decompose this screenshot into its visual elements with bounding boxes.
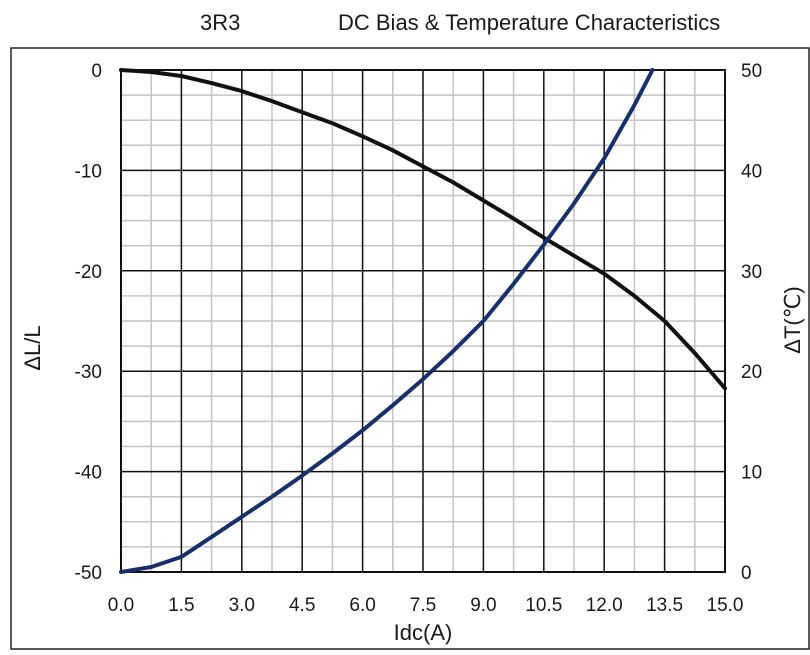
series-layer: [119, 68, 727, 574]
y-right-tick-label: 50: [741, 61, 762, 82]
y-left-tick-labels: 0 -10 -20 -30 -40 -50: [75, 61, 102, 584]
y-left-tick-label: -10: [75, 161, 102, 182]
x-tick-label: 12.0: [586, 595, 623, 616]
y-right-axis-title: ΔT(℃): [780, 286, 805, 354]
part-label: 3R3: [200, 10, 240, 35]
y-left-axis-title: ΔL/L: [20, 325, 45, 370]
x-tick-label: 10.5: [525, 595, 562, 616]
chart-title: DC Bias & Temperature Characteristics: [338, 10, 720, 35]
grid-major: [121, 70, 725, 572]
x-tick-labels: 0.0 1.5 3.0 4.5 6.0 7.5 9.0 10.5 12.0 13.5 15.0: [108, 595, 744, 616]
x-tick-label: 9.0: [470, 595, 496, 616]
x-tick-label: 4.5: [289, 595, 315, 616]
x-tick-label: 7.5: [410, 595, 436, 616]
y-right-tick-label: 40: [741, 161, 762, 182]
y-left-tick-label: 0: [91, 61, 102, 82]
x-tick-label: 3.0: [229, 595, 255, 616]
chart-frame: [10, 47, 810, 650]
x-tick-label: 6.0: [349, 595, 375, 616]
y-left-tick-label: -30: [75, 362, 102, 383]
x-tick-label: 13.5: [646, 595, 683, 616]
x-tick-label: 1.5: [168, 595, 194, 616]
plot-area-border: [120, 69, 726, 573]
y-right-tick-labels: 50 40 30 20 10 0: [741, 61, 762, 584]
x-axis-title: Idc(A): [394, 620, 453, 645]
y-right-tick-label: 30: [741, 262, 762, 283]
y-right-tick-label: 10: [741, 463, 762, 484]
x-tick-label: 15.0: [707, 595, 744, 616]
y-right-tick-label: 0: [741, 563, 752, 584]
y-left-tick-label: -40: [75, 463, 102, 484]
y-right-tick-label: 20: [741, 362, 762, 383]
inductance-change-line: [119, 68, 727, 391]
x-tick-label: 0.0: [108, 595, 134, 616]
y-left-tick-label: -50: [75, 563, 102, 584]
y-left-tick-label: -20: [75, 262, 102, 283]
temperature-rise-line: [119, 68, 655, 574]
